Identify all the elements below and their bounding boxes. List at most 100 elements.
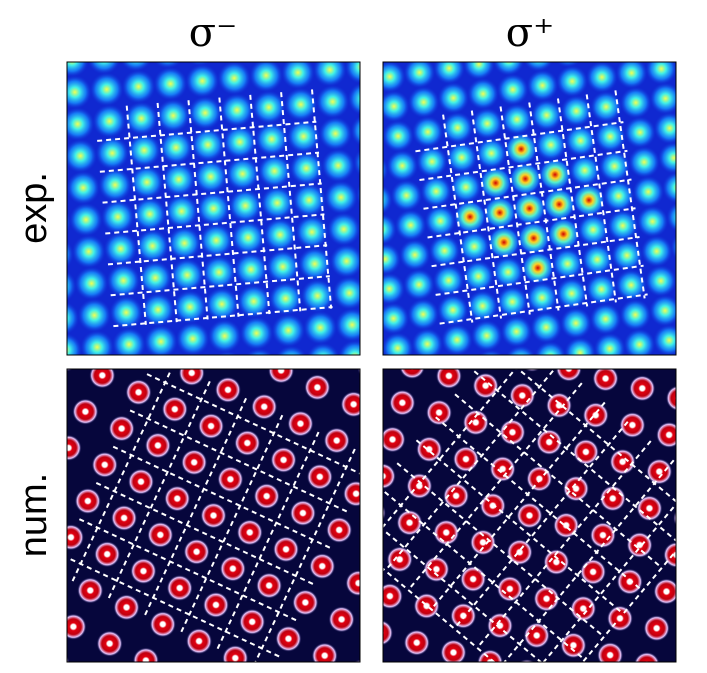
spot [220,93,255,128]
spot [644,264,676,297]
spot [199,223,234,258]
spot [161,162,196,197]
grid-line [435,264,644,296]
spot [231,220,266,255]
spot [394,666,420,673]
spot [383,243,402,276]
spot [355,183,360,206]
spot [108,415,135,442]
spot [398,238,431,271]
spot [183,538,210,565]
spot [646,458,673,485]
spot [492,62,525,76]
grid-line [95,482,315,586]
spot [570,595,597,622]
spot [200,502,227,529]
spot [450,602,477,629]
spot [67,75,92,110]
spot [169,664,195,673]
spot [353,149,360,177]
spot [433,519,460,546]
spot [386,149,419,182]
column-label: σ⁺ [506,10,554,56]
spot [270,661,273,662]
spot [441,323,474,355]
spot [112,327,147,355]
spot [67,434,82,461]
spot [153,66,188,101]
grid-line [476,440,652,649]
grid-line [112,445,332,549]
spot [233,252,268,287]
grid-line [556,98,589,307]
spot [539,158,572,191]
spot [251,393,278,420]
spot [615,62,648,89]
spot [626,532,653,559]
spot [383,583,403,610]
grid-line [545,498,676,662]
spot [350,115,360,147]
grid-line [105,213,325,235]
spot [324,180,359,215]
panel-border [66,368,361,663]
spot [649,294,676,327]
spot [170,258,205,293]
spot [551,247,584,280]
spot [80,330,115,355]
spot [403,629,430,656]
spot [318,116,353,151]
spot [665,385,676,411]
spot [524,369,541,372]
spot [228,188,263,223]
spot [147,521,174,548]
spot [602,179,635,212]
spot [403,62,436,89]
spot [106,263,141,298]
spot [399,27,431,59]
spot [67,301,80,335]
spot [214,376,241,403]
spot [383,504,386,521]
spot [154,62,182,69]
spot [526,281,559,314]
panel [67,27,360,355]
spot [265,249,300,284]
spot [496,285,529,318]
spot [178,369,205,386]
spot [437,82,470,115]
spot [359,456,360,459]
spot [462,260,495,293]
spot [257,154,292,189]
spot [185,63,220,98]
spot [670,234,676,260]
spot [483,196,516,229]
grid-line [454,393,663,569]
spot [585,62,618,94]
spot [555,62,581,68]
spot [536,429,563,456]
spot [383,62,406,93]
spot [67,170,101,205]
spot [246,27,280,61]
panel [383,27,676,355]
spot [67,333,83,355]
spot [563,475,590,502]
spot [166,575,193,602]
spot [67,107,95,142]
grid-line [419,149,628,182]
spot [234,429,261,456]
grid-line [383,531,547,662]
spot [222,124,257,159]
spot [156,98,191,133]
spot [124,101,159,136]
spot [530,311,563,344]
spot [129,165,164,200]
spot [167,226,202,261]
grid-line [585,94,617,303]
spot [67,138,98,173]
spot [141,292,176,327]
spot [383,620,394,646]
